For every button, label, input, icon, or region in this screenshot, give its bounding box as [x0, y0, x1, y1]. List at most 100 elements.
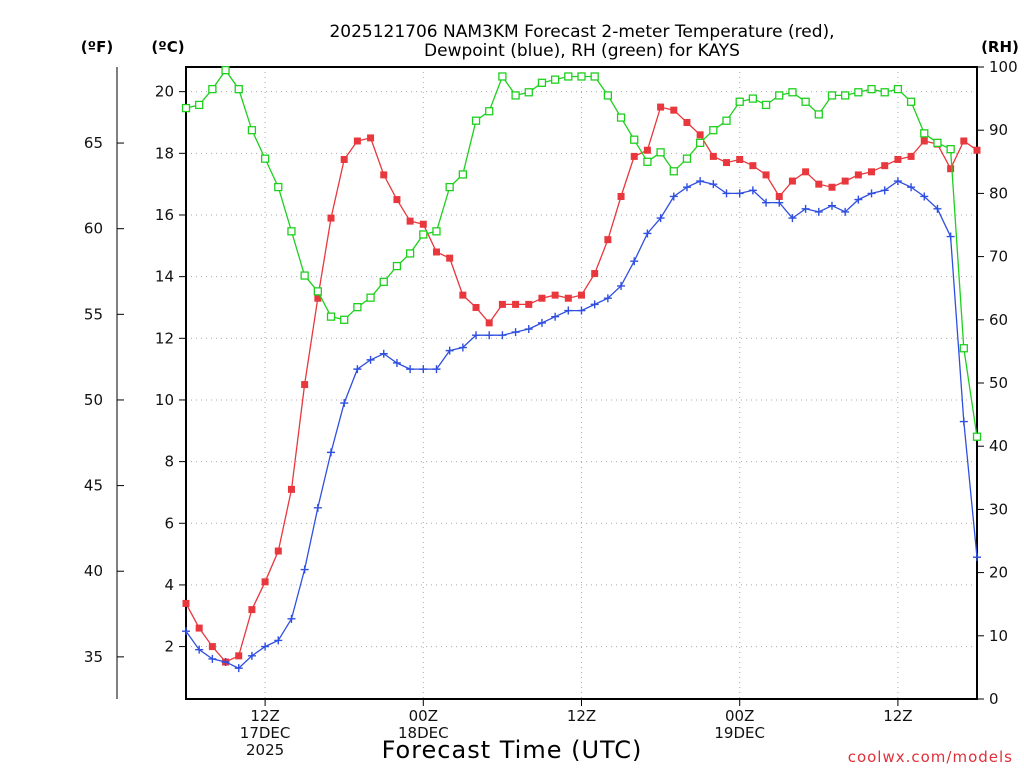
tick-labels: 2 4 6 8 10 12 14 16 18 20 35 40 45 50 55 60 65 0 10 20 30 40 5… — [84, 58, 1018, 759]
fahrenheit-tick-label: 50 — [84, 391, 103, 409]
dewpoint-point — [366, 355, 375, 364]
temperature-point — [630, 152, 638, 160]
temperature-point — [775, 192, 783, 200]
dewpoint-point — [643, 229, 652, 238]
dewpoint-point — [195, 645, 204, 654]
dewpoint-point — [392, 358, 401, 367]
rh-point — [656, 148, 665, 157]
temperature-point — [287, 485, 295, 493]
rh-point — [234, 84, 243, 94]
rh-point — [616, 113, 626, 122]
axes — [116, 66, 984, 706]
rh-point — [550, 75, 560, 84]
temperature-point — [947, 165, 955, 173]
dewpoint-point — [946, 232, 955, 241]
dewpoint-point — [959, 417, 968, 426]
dewpoint-point — [933, 204, 942, 213]
temperature-point — [393, 196, 401, 204]
temperature-point — [815, 180, 823, 188]
dewpoint-point — [577, 306, 586, 315]
rh-tick-label: 40 — [989, 437, 1008, 455]
temperature-point — [841, 177, 849, 185]
dewpoint-point — [327, 448, 336, 457]
temperature-point — [868, 168, 876, 176]
rh-point — [458, 170, 468, 179]
dewpoint-point — [801, 204, 810, 213]
dewpoint-point — [274, 636, 283, 645]
temperature-point — [406, 217, 414, 225]
rh-point — [590, 72, 599, 81]
x-axis-label: Forecast Time (UTC) — [382, 736, 643, 764]
temperature-point — [788, 177, 796, 185]
rh-tick-label: 60 — [989, 311, 1008, 329]
chart-title-line-1: 2025121706 NAM3KM Forecast 2-meter Tempe… — [329, 22, 834, 42]
rh-point — [300, 271, 309, 280]
rh-point — [669, 167, 678, 176]
temperature-point — [274, 547, 282, 555]
temperature-point — [301, 381, 309, 389]
rh-tick-label: 20 — [989, 564, 1008, 582]
dewpoint-point — [735, 189, 744, 198]
temperature-point — [340, 155, 348, 163]
fahrenheit-tick-label: 45 — [84, 477, 103, 495]
dewpoint-point — [973, 553, 981, 562]
grid-lines — [186, 67, 977, 699]
dewpoint-point — [854, 195, 863, 204]
rh-point — [379, 277, 388, 287]
dewpoint-point — [247, 651, 256, 660]
temperature-point — [525, 300, 533, 308]
temperature-point — [327, 214, 335, 222]
rh-point — [814, 110, 823, 119]
temperature-point — [195, 624, 203, 632]
rh-point — [893, 84, 903, 94]
rh-point — [630, 135, 639, 144]
temperature-point — [657, 103, 665, 111]
temperature-point — [907, 152, 915, 160]
dewpoint-point — [182, 627, 190, 636]
temperature-point — [604, 236, 612, 244]
data-series — [181, 66, 982, 673]
dewpoint-point — [353, 365, 362, 374]
dewpoint-point — [656, 214, 665, 223]
dewpoint-point — [696, 177, 705, 186]
celsius-tick-label: 12 — [155, 329, 174, 347]
rh-point — [603, 91, 613, 100]
dewpoint-point — [340, 399, 349, 408]
temperature-point — [459, 291, 467, 299]
rh-point — [577, 72, 586, 81]
dewpoint-point — [313, 503, 322, 512]
temperature-point — [472, 303, 480, 311]
dewpoint-point — [748, 186, 757, 195]
temperature-point — [353, 137, 361, 145]
dewpoint-point — [419, 365, 428, 374]
dewpoint-point — [472, 331, 481, 340]
chart-title-line-2: Dewpoint (blue), RH (green) for KAYS — [424, 41, 740, 61]
temperature-point — [881, 162, 889, 170]
rh-point — [524, 88, 533, 97]
rh-point — [906, 97, 916, 106]
rh-point — [471, 116, 481, 125]
rh-tick-label: 70 — [989, 248, 1008, 266]
dewpoint-point — [907, 183, 916, 192]
dewpoint-point — [485, 331, 494, 340]
dewpoint-point — [814, 207, 823, 216]
dewpoint-point — [537, 318, 546, 327]
x-tick-label: 00Z — [409, 707, 438, 725]
temperature-point — [802, 168, 810, 176]
temperature-point — [749, 162, 757, 170]
temperature-point — [854, 171, 862, 179]
rh-point — [748, 94, 758, 103]
dewpoint-point — [827, 201, 836, 210]
dewpoint-point — [524, 325, 533, 334]
rh-tick-label: 50 — [989, 374, 1008, 392]
dewpoint-point — [498, 331, 507, 340]
rh-axis-unit: (RH) — [981, 38, 1019, 56]
temperature-point — [512, 300, 520, 308]
rh-point — [405, 249, 415, 258]
temperature-point — [446, 254, 454, 262]
rh-point — [564, 72, 573, 81]
temperature-point — [538, 294, 546, 302]
dewpoint-point — [406, 365, 415, 374]
rh-point — [735, 97, 744, 106]
